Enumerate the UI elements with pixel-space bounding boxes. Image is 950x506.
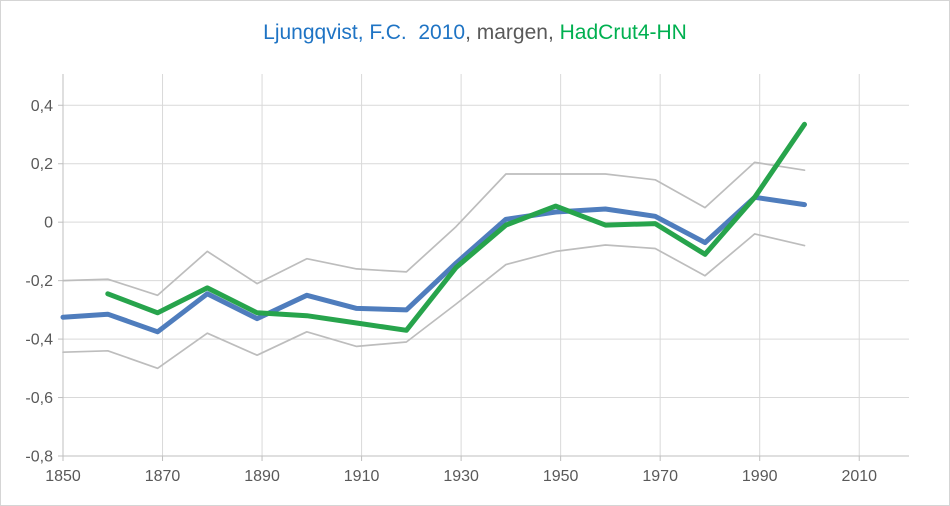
y-tick-label: -0,2 xyxy=(25,273,53,290)
y-tick-label: -0,8 xyxy=(25,449,53,466)
title-part-series1: Ljungqvist, F.C. 2010 xyxy=(263,21,466,44)
series-hadcrut4-hn xyxy=(105,121,807,333)
y-tick-label: 0 xyxy=(44,215,53,232)
x-tick-label: 1850 xyxy=(45,468,81,485)
x-tick-label: 1930 xyxy=(443,468,479,485)
y-tick-label: -0,4 xyxy=(25,332,53,349)
series-margen-lower xyxy=(62,233,806,370)
y-tick-label: 0,4 xyxy=(31,98,53,115)
x-tick-label: 2010 xyxy=(841,468,877,485)
title-part-series2: HadCrut4-HN xyxy=(559,21,687,44)
x-tick-label: 1870 xyxy=(145,468,181,485)
y-tick-label: 0,2 xyxy=(31,156,53,173)
y-tick-label: -0,6 xyxy=(25,390,53,407)
series-ljungqvist-f-c-2010 xyxy=(60,194,807,335)
x-tick-label: 1950 xyxy=(543,468,579,485)
x-tick-label: 1910 xyxy=(344,468,380,485)
x-tick-label: 1970 xyxy=(642,468,678,485)
x-tick-label: 1990 xyxy=(742,468,778,485)
series-margen-upper xyxy=(62,161,806,297)
title-part-margin: , margen, xyxy=(465,21,560,44)
x-tick-label: 1890 xyxy=(244,468,280,485)
chart-title: Ljungqvist, F.C. 2010, margen, HadCrut4-… xyxy=(1,21,949,45)
